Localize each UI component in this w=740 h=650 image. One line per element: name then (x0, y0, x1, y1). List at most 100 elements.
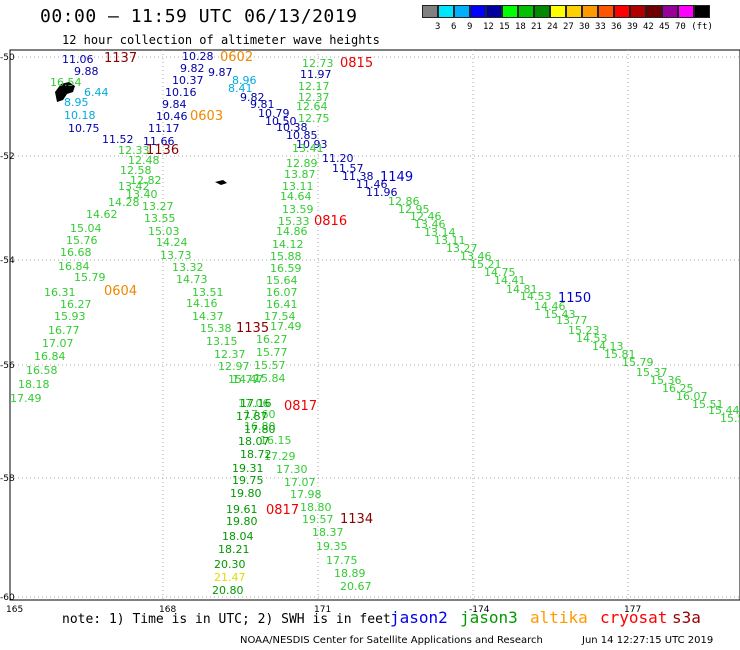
wave-height-label: 14.28 (108, 196, 140, 209)
wave-height-label: 10.50 (265, 115, 297, 128)
scale-label: 15 (499, 22, 510, 32)
wave-height-label: 14.62 (86, 208, 118, 221)
pass-time-label: 0817 (266, 503, 299, 518)
legend-jason3: jason3 (460, 608, 518, 627)
wave-height-label: 14.24 (156, 236, 188, 249)
wave-height-label: 17.29 (264, 450, 296, 463)
pass-time-label: 1150 (558, 291, 591, 306)
wave-height-label: 17.06 (238, 397, 270, 410)
wave-height-label: 15.03 (148, 225, 180, 238)
wave-height-label: 10.38 (276, 121, 308, 134)
wave-height-label: 17.98 (290, 488, 322, 501)
wave-height-label: 12.17 (298, 80, 330, 93)
scale-label: 18 (515, 22, 526, 32)
wave-height-label: 15.57 (254, 359, 286, 372)
wave-height-label: 19.35 (316, 540, 348, 553)
wave-height-label: 16.80 (244, 420, 276, 433)
wave-height-label: 19.75 (232, 474, 264, 487)
scale-label: 12 (483, 22, 494, 32)
scale-label: 36 (611, 22, 622, 32)
wave-height-label: 16.59 (270, 262, 302, 275)
wave-height-label: 9.87 (208, 66, 233, 79)
wave-height-label: 8.95 (64, 96, 89, 109)
wave-height-label: 11.96 (366, 186, 398, 199)
wave-height-label: 19.31 (232, 462, 264, 475)
wave-height-label: 17.54 (264, 310, 296, 323)
wave-height-label: 10.46 (156, 110, 188, 123)
wave-height-label: 9.82 (240, 91, 265, 104)
wave-height-label: 17.60 (244, 408, 276, 421)
wave-height-label: 14.41 (494, 274, 526, 287)
lon-tick-label: 168 (159, 605, 176, 615)
wave-height-label: 15.21 (470, 258, 502, 271)
wave-height-label: 15.76 (66, 234, 98, 247)
scale-swatch (486, 5, 502, 18)
scale-swatch (470, 5, 486, 18)
scale-swatch (646, 5, 662, 18)
scale-swatch (678, 5, 694, 18)
wave-height-label: 12.86 (388, 195, 420, 208)
legend-s3a: s3a (672, 608, 701, 627)
wave-height-label: 15.38 (200, 322, 232, 335)
wave-height-label: 12.82 (130, 174, 162, 187)
wave-height-label: 18.37 (312, 526, 344, 539)
wave-height-label: 15.88 (270, 250, 302, 263)
wave-height-label: 19.80 (230, 487, 262, 500)
wave-height-label: 14.64 (280, 190, 312, 203)
lon-tick-label: -174 (469, 605, 490, 615)
scale-swatch (438, 5, 454, 18)
wave-height-label: 12.33 (118, 144, 150, 157)
wave-height-label: 12.58 (120, 164, 152, 177)
wave-height-label: 14.81 (506, 283, 538, 296)
lat-tick-label: -50 (0, 53, 15, 63)
wave-height-label: 15.36 (650, 374, 682, 387)
wave-height-label: 11.20 (322, 152, 354, 165)
wave-height-label: 10.85 (286, 129, 318, 142)
wave-height-label: 13.27 (142, 200, 174, 213)
scale-swatch (694, 5, 710, 18)
wave-height-label: 9.88 (74, 65, 99, 78)
wave-height-label: 20.67 (340, 580, 372, 593)
lon-tick-label: 165 (6, 605, 23, 615)
pass-time-label: 0816 (314, 214, 347, 229)
legend-altika: altika (530, 608, 588, 627)
scale-swatch (454, 5, 470, 18)
wave-height-label: 12.75 (298, 112, 330, 125)
wave-height-label: 15.23 (568, 324, 600, 337)
scale-label: 39 (627, 22, 638, 32)
wave-height-label: 10.16 (165, 86, 197, 99)
wave-height-label: 16.27 (256, 333, 288, 346)
wave-height-label: 12.97 (218, 360, 250, 373)
wave-height-label: 12.64 (296, 100, 328, 113)
wave-height-label: 13.46 (414, 218, 446, 231)
wave-height-label: 11.57 (332, 162, 364, 175)
wave-height-label: 13.14 (424, 226, 456, 239)
wave-height-label: 15.77 (228, 373, 260, 386)
scale-swatch (550, 5, 566, 18)
wave-height-label: 15.04 (70, 222, 102, 235)
wave-height-label: 16.54 (50, 76, 82, 89)
lat-tick-label: -56 (0, 361, 15, 371)
wave-height-label: 19.80 (226, 515, 258, 528)
wave-height-label: 15.77 (256, 346, 288, 359)
generated-timestamp: Jun 14 12:27:15 UTC 2019 (582, 635, 714, 646)
lat-tick-label: -54 (0, 256, 15, 266)
wave-height-label: 11.06 (62, 53, 94, 66)
wave-height-label: 18.04 (222, 530, 254, 543)
wave-height-label: 13.11 (434, 234, 466, 247)
scale-label: 6 (451, 22, 457, 32)
wave-height-label: 10.37 (172, 74, 204, 87)
wave-height-label: 16.41 (266, 298, 298, 311)
wave-height-label: 17.75 (326, 554, 358, 567)
wave-height-label: 18.72 (240, 448, 272, 461)
legend-jason2: jason2 (390, 608, 448, 627)
wave-height-label: 10.75 (68, 122, 100, 135)
wave-height-label: 16.84 (58, 260, 90, 273)
wave-height-label: 20.80 (212, 584, 244, 597)
lon-tick-label: 171 (314, 605, 331, 615)
wave-height-label: 14.75 (484, 266, 516, 279)
wave-height-label: 16.77 (48, 324, 80, 337)
wave-height-label: 14.46 (534, 300, 566, 313)
wave-height-label: 13.73 (160, 249, 192, 262)
wave-height-label: 14.13 (592, 340, 624, 353)
